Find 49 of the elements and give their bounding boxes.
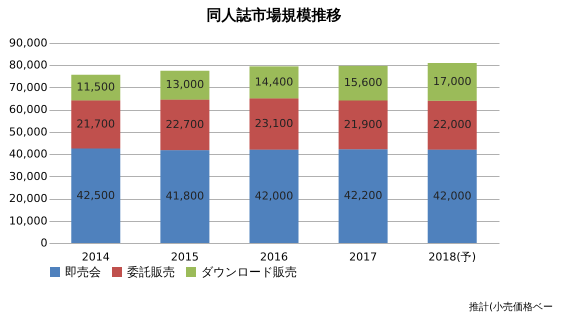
bar [71,100,120,149]
x-tick-label: 2015 [170,250,199,264]
data-label: 11,500 [76,80,116,94]
data-label: 23,100 [254,117,294,130]
y-tick-label: 40,000 [9,148,48,161]
data-label: 41,800 [166,190,204,203]
bar [249,150,299,243]
y-tick-label: 80,000 [9,58,48,72]
legend-label: 委託販売 [127,265,175,279]
bar [71,148,120,243]
data-label: 21,900 [344,118,382,131]
y-tick-label: 60,000 [9,103,48,116]
data-label: 22,000 [432,118,472,132]
bar [249,66,299,98]
data-label: 22,700 [166,118,204,131]
y-tick-label: 30,000 [9,170,48,183]
data-label: 21,700 [76,117,116,130]
bar [338,66,388,101]
x-tick-label: 2017 [349,250,378,264]
bar [428,63,477,101]
data-label: 42,000 [254,189,294,202]
y-tick-label: 10,000 [9,214,48,228]
chart-title: 同人誌市場規模推移 [206,6,342,24]
bar [71,74,120,100]
bar [160,100,210,150]
y-tick-label: 90,000 [9,36,48,50]
bar [338,100,388,150]
x-tick-label: 2018(予) [428,250,476,264]
data-label: 13,000 [166,78,204,92]
data-label: 42,500 [76,188,116,202]
data-label: 42,200 [344,189,382,202]
x-tick-label: 2014 [82,250,110,264]
legend-label: 即売会 [65,265,101,279]
data-label: 42,000 [432,189,472,202]
bar [428,100,477,150]
bar [428,150,477,243]
data-label: 15,600 [344,76,382,90]
y-tick-label: 50,000 [9,125,48,138]
bar [249,98,299,150]
text: 推計(小売価格ベー [469,300,553,314]
x-tick-label: 2016 [260,250,288,264]
bar [160,150,210,243]
y-tick-label: 0 [40,236,48,250]
y-tick-label: 70,000 [9,80,48,94]
y-tick-label: 20,000 [9,192,48,206]
bar [338,149,388,243]
legend-label: ダウンロード販売 [201,265,297,279]
data-label: 17,000 [432,74,472,88]
data-label: 14,400 [254,75,294,88]
